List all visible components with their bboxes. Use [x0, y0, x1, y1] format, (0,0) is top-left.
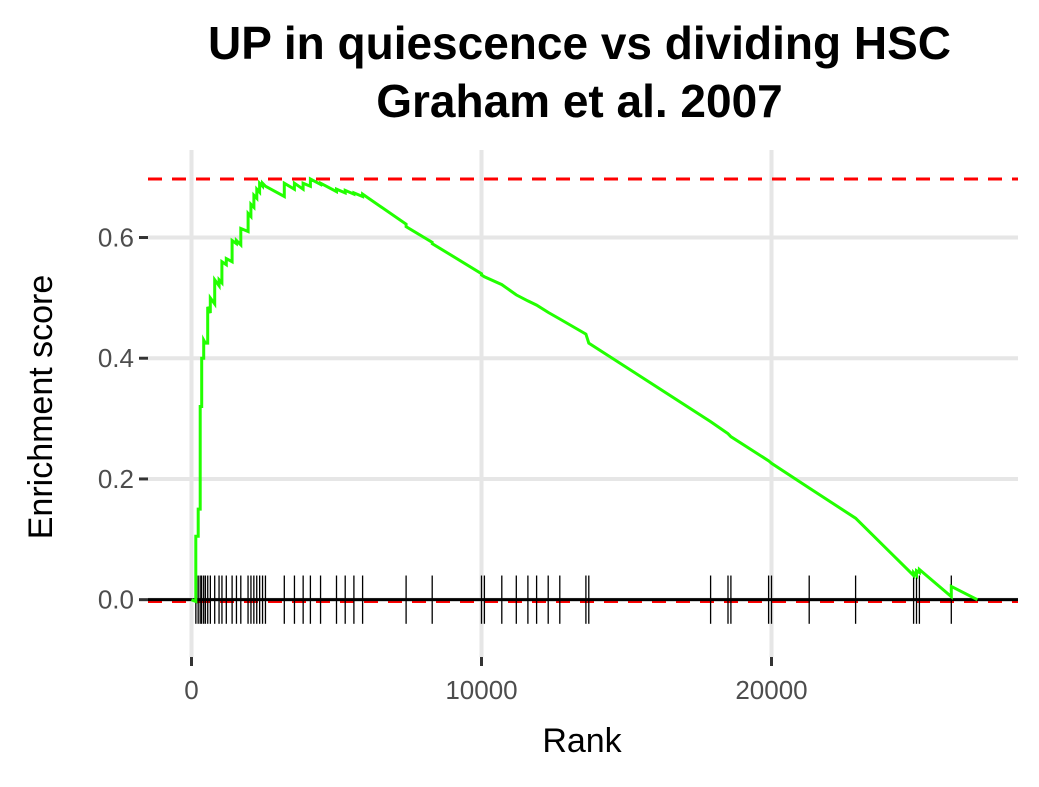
chart-title: UP in quiescence vs dividing HSC Graham …	[0, 14, 1039, 130]
x-tick-label: 0	[184, 675, 198, 705]
y-tick-label: 0.0	[98, 585, 134, 615]
y-tick-label: 0.6	[98, 223, 134, 253]
axes: 0.0 0.2 0.4 0.6 0 10000 20000	[98, 223, 808, 705]
chart-title-line-2: Graham et al. 2007	[376, 75, 783, 127]
y-tick-label: 0.4	[98, 343, 134, 373]
x-tick-label: 10000	[445, 675, 517, 705]
grid-lines	[148, 150, 1018, 657]
x-tick-label: 20000	[735, 675, 807, 705]
y-tick-label: 0.2	[98, 464, 134, 494]
x-axis-title: Rank	[542, 722, 622, 760]
running-score-curve	[190, 176, 979, 604]
chart-title-line-1: UP in quiescence vs dividing HSC	[207, 17, 952, 69]
enrichment-score-line	[190, 176, 979, 604]
hit-ticks	[195, 575, 952, 624]
y-axis-title: Enrichment score	[22, 275, 60, 540]
reference-lines	[148, 177, 1018, 603]
